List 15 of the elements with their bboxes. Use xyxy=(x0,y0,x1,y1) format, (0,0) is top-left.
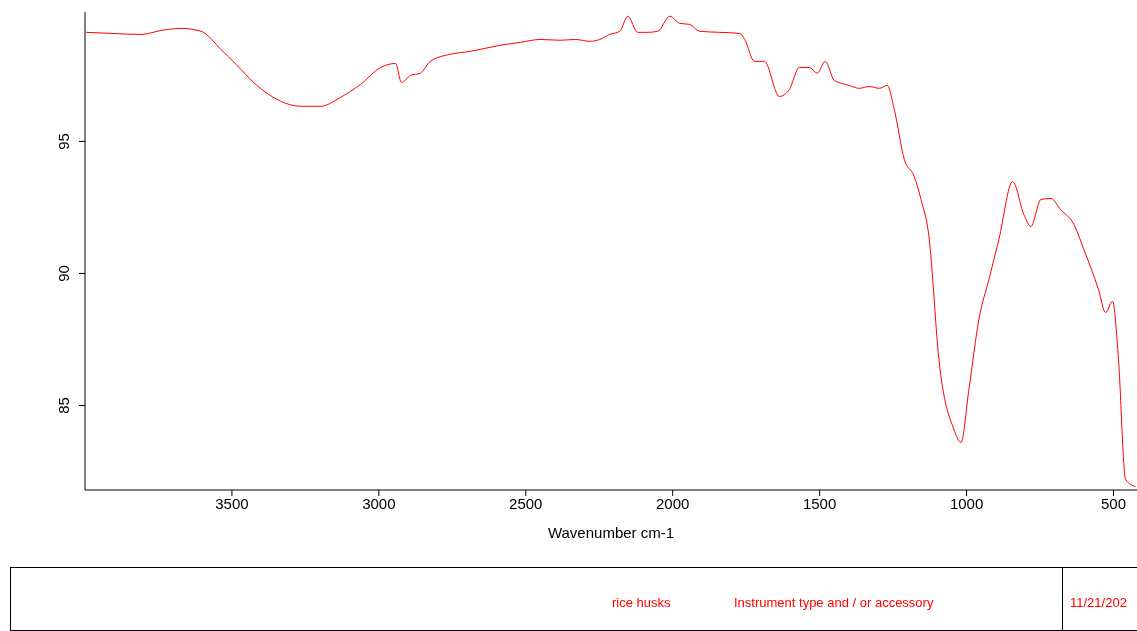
x-tick-label: 500 xyxy=(1100,494,1127,512)
y-tick-label: 90 xyxy=(55,265,72,282)
x-tick-label: 3500 xyxy=(215,494,249,512)
y-tick-label: 85 xyxy=(55,397,72,414)
text: 11/21/202 xyxy=(1070,595,1127,610)
x-tick-label: 2000 xyxy=(656,494,690,512)
y-tick-label: 95 xyxy=(55,133,72,150)
line-series xyxy=(85,15,1137,488)
x-tick-label: 3000 xyxy=(362,494,396,512)
x-tick-label: 2500 xyxy=(509,494,543,512)
x-axis-title: Wavenumber cm-1 xyxy=(547,524,675,541)
text: Instrument type and / or accessory xyxy=(734,595,934,610)
text: rice husks xyxy=(612,595,671,610)
x-tick-label: 1500 xyxy=(802,494,837,512)
x-tick-label: 1000 xyxy=(949,494,984,512)
